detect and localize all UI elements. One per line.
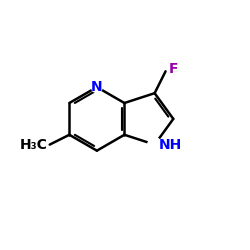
Text: NH: NH (158, 138, 182, 151)
Circle shape (148, 138, 162, 151)
Text: N: N (91, 80, 103, 94)
Text: F: F (169, 62, 179, 76)
Circle shape (92, 82, 102, 92)
Text: H₃C: H₃C (20, 138, 48, 151)
